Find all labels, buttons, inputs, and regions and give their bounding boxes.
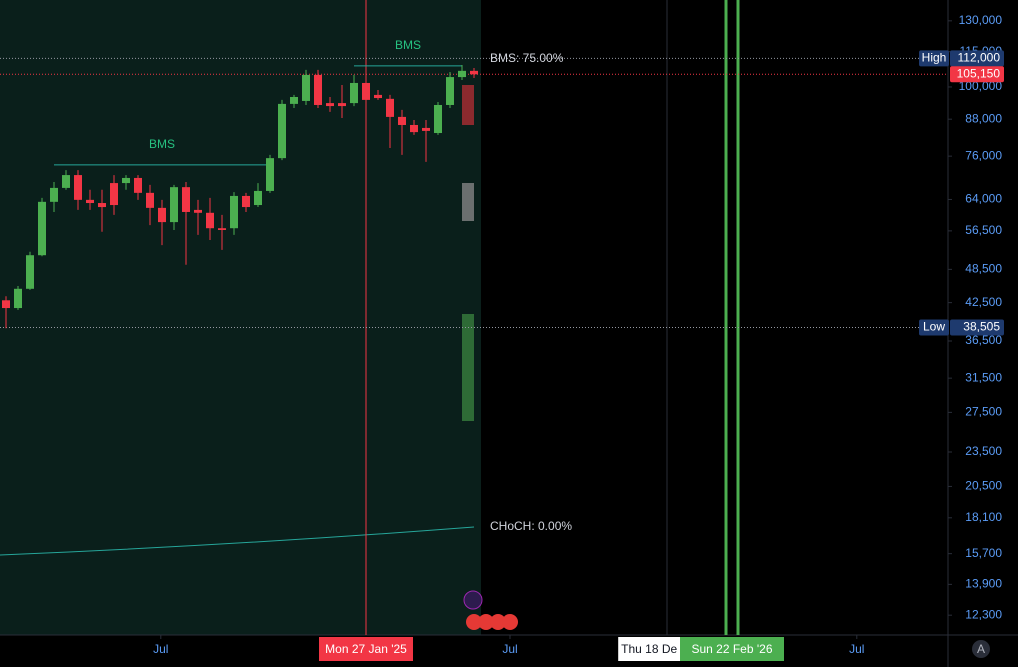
candle-body xyxy=(134,177,142,193)
candle-body xyxy=(446,77,454,105)
y-tick-label: 15,700 xyxy=(965,546,1002,560)
candle-body xyxy=(290,96,298,104)
bms-label: BMS xyxy=(395,38,421,52)
candle-body xyxy=(326,103,334,107)
candle-body xyxy=(242,195,250,208)
price-tag-bg xyxy=(950,319,1004,336)
icon xyxy=(478,614,494,630)
profile-box xyxy=(462,85,474,125)
candle-body xyxy=(122,177,130,184)
y-tick-label: 100,000 xyxy=(959,79,1003,93)
y-tick-label: 18,100 xyxy=(965,510,1002,524)
y-tick-label: 76,000 xyxy=(965,148,1002,162)
candle-body xyxy=(254,190,262,206)
y-tick-label: 36,500 xyxy=(965,333,1002,347)
icon xyxy=(502,614,518,630)
price-tag-label: 38,505 xyxy=(963,320,1000,334)
candle-body xyxy=(158,207,166,223)
level-tag-label: Low xyxy=(923,320,945,334)
candle-body xyxy=(110,183,118,206)
y-tick-label: 130,000 xyxy=(959,13,1003,27)
date-tag-bg xyxy=(319,637,413,661)
level-tag-label: High xyxy=(922,51,947,65)
candle-body xyxy=(398,116,406,125)
price-tag-label: 112,000 xyxy=(958,51,1001,65)
candle-body xyxy=(410,124,418,133)
candle-body xyxy=(302,74,310,101)
y-tick-label: 12,300 xyxy=(965,607,1002,621)
icon xyxy=(463,590,483,610)
candle-body xyxy=(338,103,346,107)
candle-body xyxy=(278,103,286,159)
annotation: CHoCH: 0.00% xyxy=(490,519,572,533)
candle-body xyxy=(206,212,214,229)
price-tag-bg xyxy=(950,50,1004,67)
annotation: BMS: 75.00% xyxy=(490,51,564,65)
icon xyxy=(466,614,482,630)
x-tick-label: Jul xyxy=(502,642,517,656)
candle-body xyxy=(218,228,226,230)
level-tag-bg xyxy=(919,319,949,336)
date-tag-bg xyxy=(680,637,784,661)
y-tick-label: 20,500 xyxy=(965,479,1002,493)
candle-body xyxy=(86,199,94,204)
candle-body xyxy=(26,255,34,289)
y-tick-label: 56,500 xyxy=(965,223,1002,237)
profile-box xyxy=(462,314,474,421)
candle-body xyxy=(362,82,370,100)
session-zone xyxy=(0,0,481,635)
candle-body xyxy=(38,201,46,256)
event-icons xyxy=(463,590,518,630)
date-tag-label: Sun 22 Feb '26 xyxy=(691,642,772,656)
y-tick-label: 48,500 xyxy=(965,262,1002,276)
bms-label: BMS xyxy=(149,137,175,151)
candle-body xyxy=(50,187,58,202)
candle-body xyxy=(182,187,190,212)
date-tag-label: Thu 18 De xyxy=(621,642,677,656)
price-tag-bg xyxy=(950,66,1004,83)
date-tag-label: Mon 27 Jan '25 xyxy=(325,642,407,656)
candle-body xyxy=(374,94,382,99)
candle-body xyxy=(314,74,322,105)
candle-body xyxy=(98,203,106,208)
scale-button-label[interactable]: A xyxy=(977,642,985,656)
choch-curve xyxy=(0,526,475,556)
candle-body xyxy=(62,175,70,188)
scale-button[interactable] xyxy=(972,640,990,658)
y-tick-label: 88,000 xyxy=(965,111,1002,125)
y-tick-label: 31,500 xyxy=(965,370,1002,384)
level-tag-bg xyxy=(919,50,949,67)
y-tick-label: 23,500 xyxy=(965,444,1002,458)
candle-body xyxy=(170,187,178,223)
y-tick-label: 27,500 xyxy=(965,405,1002,419)
candle-body xyxy=(2,300,10,309)
candle-body xyxy=(350,82,358,104)
y-tick-label: 64,000 xyxy=(965,192,1002,206)
candle-body xyxy=(146,192,154,208)
candle-body xyxy=(434,104,442,134)
y-tick-label: 13,900 xyxy=(965,577,1002,591)
candle-body xyxy=(74,175,82,200)
price-tag-label: 105,150 xyxy=(957,66,1001,80)
y-tick-label: 42,500 xyxy=(965,295,1002,309)
x-tick-label: Jul xyxy=(849,642,864,656)
profile-box xyxy=(462,183,474,221)
candle-body xyxy=(230,195,238,229)
date-tag-bg xyxy=(618,637,681,661)
candle-body xyxy=(470,70,478,75)
candle-body xyxy=(458,70,466,78)
icon xyxy=(490,614,506,630)
candle-body xyxy=(266,158,274,191)
x-tick-label: Jul xyxy=(153,642,168,656)
candle-body xyxy=(386,98,394,117)
candle-body xyxy=(422,127,430,131)
candle-body xyxy=(14,288,22,309)
candle-body xyxy=(194,209,202,213)
